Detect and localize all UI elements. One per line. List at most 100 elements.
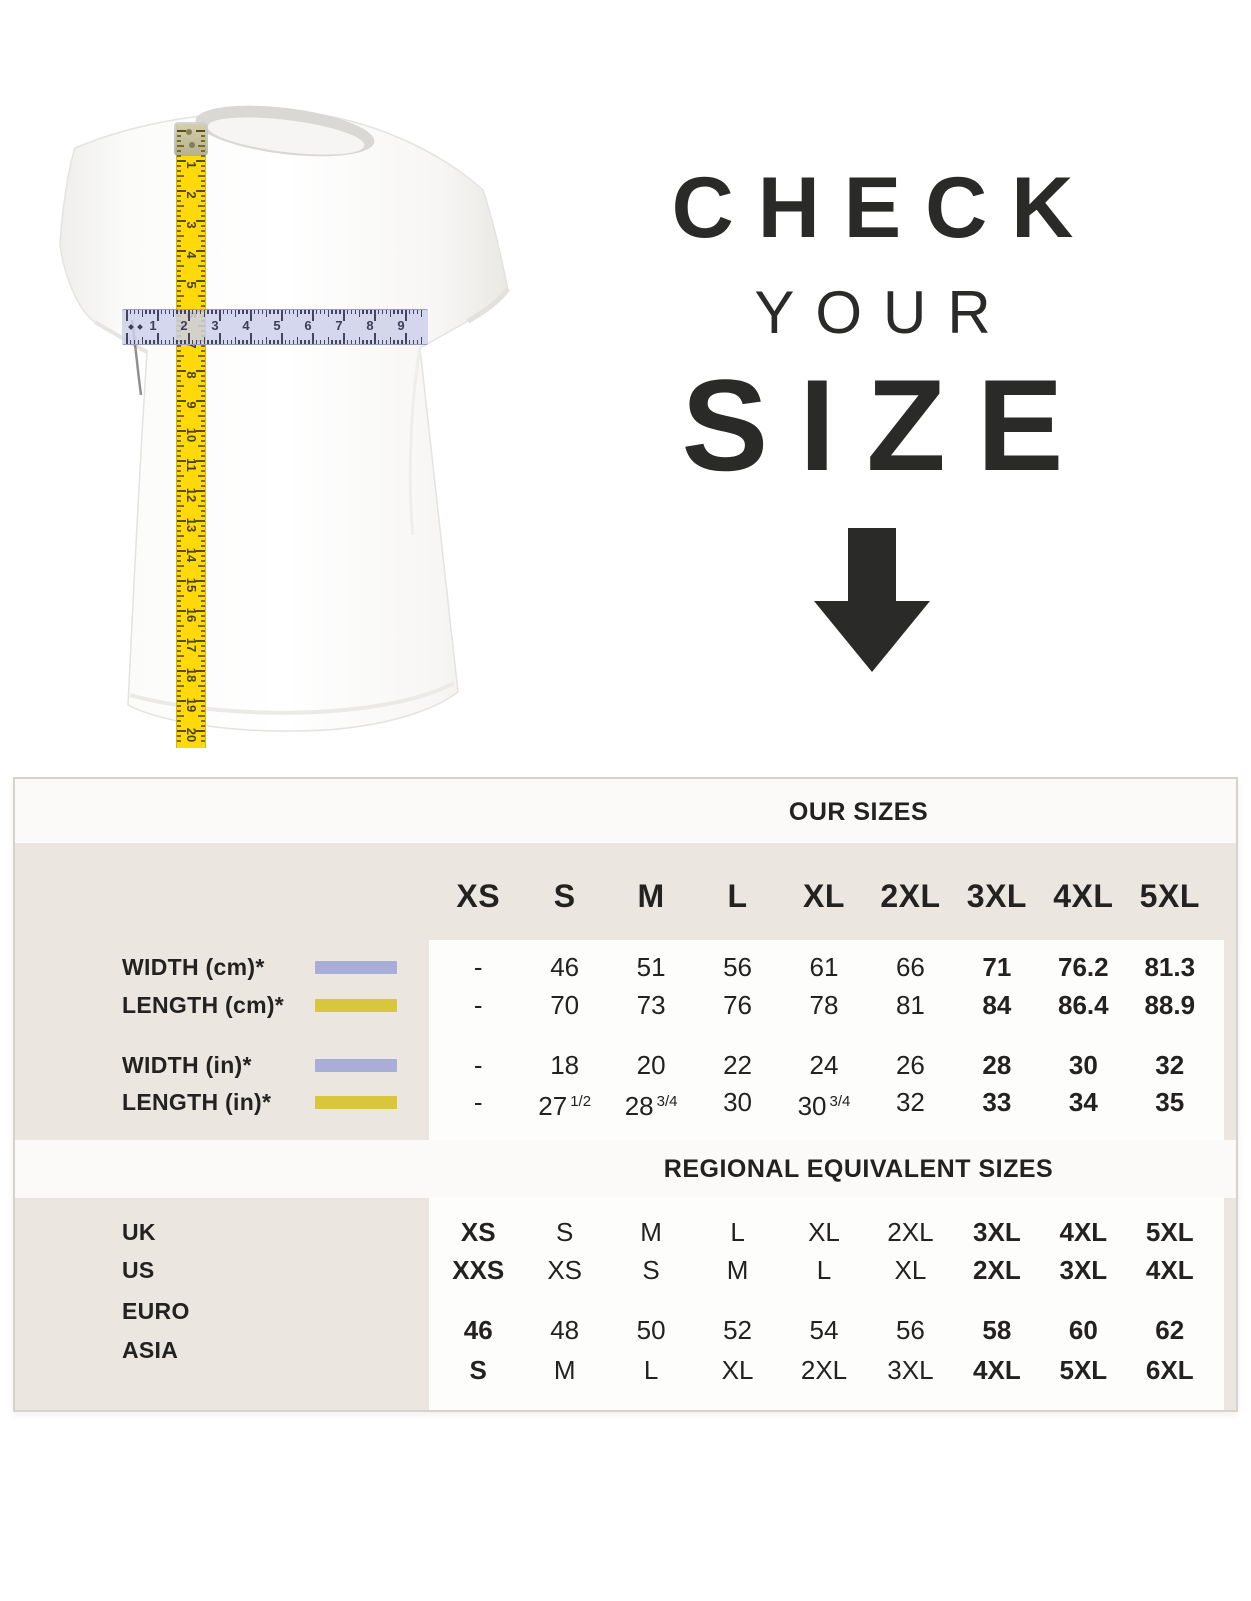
tape-number: 18: [184, 667, 199, 683]
ruler-tick: [222, 310, 225, 314]
tape-tick: [177, 645, 181, 647]
ruler-tick: [296, 310, 298, 317]
size-cell: 78: [809, 990, 839, 1020]
size-cell: 52: [723, 1315, 752, 1345]
ruler-tick: [350, 310, 353, 314]
size-cell: S: [469, 1355, 487, 1385]
tape-tick: [196, 550, 205, 552]
measurement-values: - 46 51 56 61 66 71 76.2 81.3: [435, 947, 1213, 987]
tape-tick: [196, 160, 205, 162]
ruler-tick: [408, 340, 411, 344]
tape-tick: [201, 720, 205, 722]
ruler-tick: [153, 310, 155, 314]
ruler-tick: [207, 310, 209, 314]
our-sizes-title: OUR SIZES: [788, 798, 929, 826]
regional-values: 46 48 50 52 54 56 58 60 62: [435, 1310, 1213, 1350]
ruler-tick: [281, 310, 283, 321]
ruler-tick: [234, 337, 236, 344]
ruler-tick: [412, 340, 415, 344]
ruler-tick: [339, 310, 341, 314]
size-column-header: XL: [803, 878, 845, 914]
ruler-tick: [133, 310, 136, 314]
ruler-tick: [405, 333, 407, 344]
ruler-tick: [180, 310, 182, 314]
tshirt-sleeve-hem-right: [466, 287, 510, 324]
tape-tick: [177, 345, 181, 347]
size-cell: 3XL: [887, 1355, 934, 1385]
tape-tick: [177, 195, 181, 197]
tape-tick: [177, 460, 186, 462]
tape-tick: [177, 370, 186, 372]
tape-tick: [177, 590, 181, 592]
ruler-tick: [389, 310, 391, 317]
ruler-tick: [215, 310, 217, 314]
size-cell: XL: [808, 1217, 840, 1247]
tape-tick: [177, 650, 181, 652]
ruler-tick: [354, 310, 357, 314]
ruler-tick: [199, 340, 202, 344]
ruler-number: 6: [304, 318, 312, 333]
tape-tick: [201, 620, 205, 622]
tape-tick: [196, 580, 205, 582]
tape-tick: [177, 435, 181, 437]
tape-number: 2: [184, 191, 199, 199]
ruler-tick: [188, 333, 190, 344]
tape-tick: [196, 730, 205, 732]
size-cell: 4XL: [1059, 1217, 1108, 1247]
ruler-number: 4: [242, 318, 250, 333]
tape-tick: [177, 710, 181, 712]
tape-tick: [177, 225, 181, 227]
size-cell: 73: [636, 990, 666, 1020]
size-cell: 76.2: [1058, 952, 1109, 982]
tape-tick: [198, 175, 205, 177]
size-cell: XXS: [452, 1255, 505, 1285]
tape-tick: [201, 225, 205, 227]
tape-tick: [201, 660, 205, 662]
ruler-tick: [358, 337, 360, 344]
ruler-tick: [172, 337, 174, 344]
tshirt-illustration: [59, 105, 510, 732]
tape-tick: [177, 220, 186, 222]
ruler-tick: [350, 340, 353, 344]
ruler-tick: [323, 340, 326, 344]
tape-number: 15: [184, 577, 199, 593]
size-cell: -: [473, 952, 483, 982]
ruler-tick: [250, 333, 252, 344]
size-cell: 3XL: [973, 1217, 1021, 1247]
tape-tick: [201, 680, 205, 682]
tape-tick: [201, 155, 205, 157]
ruler-tick: [126, 333, 128, 344]
size-cell: 35: [1155, 1087, 1185, 1117]
ruler-tick: [273, 310, 275, 314]
ruler-tick: [366, 340, 368, 344]
size-cell: 84: [982, 990, 1012, 1020]
ruler-tick: [141, 337, 143, 344]
size-cell: 54: [809, 1315, 839, 1345]
ruler-tick: [323, 310, 326, 314]
size-cell: 62: [1155, 1315, 1185, 1345]
tape-tick: [201, 555, 205, 557]
tape-tick: [198, 385, 205, 387]
tape-number: 9: [184, 401, 199, 409]
tape-tick: [196, 670, 205, 672]
tape-tick: [177, 420, 181, 422]
size-column-header: 5XL: [1139, 878, 1200, 914]
tape-tick: [201, 390, 205, 392]
ruler-tick: [149, 310, 151, 314]
ruler-number: 9: [397, 318, 405, 333]
tape-tick: [177, 365, 181, 367]
tape-tick: [177, 695, 181, 697]
tape-tick: [177, 550, 186, 552]
tape-tick: [177, 625, 184, 627]
ruler-tick: [157, 310, 159, 321]
tape-tick: [201, 230, 205, 232]
size-cell: M: [640, 1217, 662, 1247]
tape-tick: [177, 155, 181, 157]
regional-row-label-text: ASIA: [122, 1337, 179, 1363]
ruler-tick: [195, 340, 198, 344]
tape-tick: [201, 170, 205, 172]
tape-tick: [201, 695, 205, 697]
ruler-tick: [312, 310, 314, 321]
size-cell: 46: [463, 1315, 493, 1345]
ruler-tick: [157, 333, 159, 344]
